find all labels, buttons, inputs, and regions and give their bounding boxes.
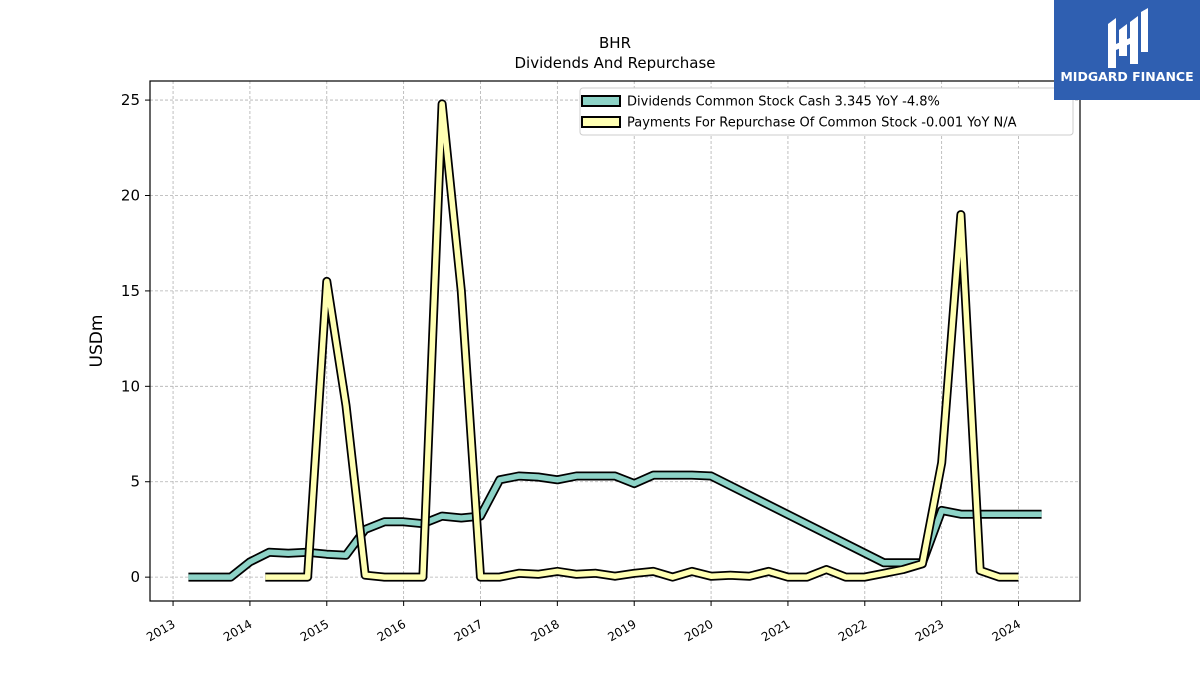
legend: Dividends Common Stock Cash 3.345 YoY -4… <box>579 87 1074 136</box>
legend-swatch-1 <box>581 116 621 128</box>
y-tick-label: 5 <box>130 473 140 491</box>
series-line-1 <box>265 101 1019 580</box>
x-tick-label: 2023 <box>913 617 946 644</box>
y-axis-label: USDm <box>87 315 107 368</box>
x-tick-label: 2014 <box>221 617 254 644</box>
x-tick-label: 2022 <box>836 617 869 644</box>
y-tick-label: 10 <box>121 377 140 395</box>
legend-swatch-0 <box>581 95 621 107</box>
x-tick-label: 2015 <box>298 617 331 644</box>
legend-box <box>579 87 1074 136</box>
brand-name: MIDGARD FINANCE <box>1060 69 1194 84</box>
x-tick-label: 2017 <box>452 617 485 644</box>
y-tick-label: 20 <box>121 186 140 204</box>
midgard-logo-icon <box>1108 8 1148 68</box>
series-outline-1 <box>265 99 1019 582</box>
y-tick-label: 25 <box>121 91 140 109</box>
x-tick-label: 2016 <box>375 617 408 644</box>
y-tick-label: 0 <box>130 568 140 586</box>
x-tick-label: 2019 <box>605 617 638 644</box>
series-lines <box>188 99 1042 582</box>
x-tick-label: 2018 <box>528 617 561 644</box>
x-tick-label: 2020 <box>682 617 715 644</box>
x-tick-label: 2024 <box>990 617 1023 644</box>
brand-logo: MIDGARD FINANCE <box>1054 0 1200 100</box>
x-tick-label: 2013 <box>144 617 177 644</box>
y-tick-label: 15 <box>121 282 140 300</box>
legend-label-0: Dividends Common Stock Cash 3.345 YoY -4… <box>627 95 940 110</box>
plot-frame <box>149 80 1081 602</box>
x-tick-label: 2021 <box>759 617 792 644</box>
chart-subtitle: Dividends And Repurchase <box>514 54 715 72</box>
legend-label-1: Payments For Repurchase Of Common Stock … <box>627 116 1017 131</box>
chart-title: BHR <box>599 34 631 52</box>
